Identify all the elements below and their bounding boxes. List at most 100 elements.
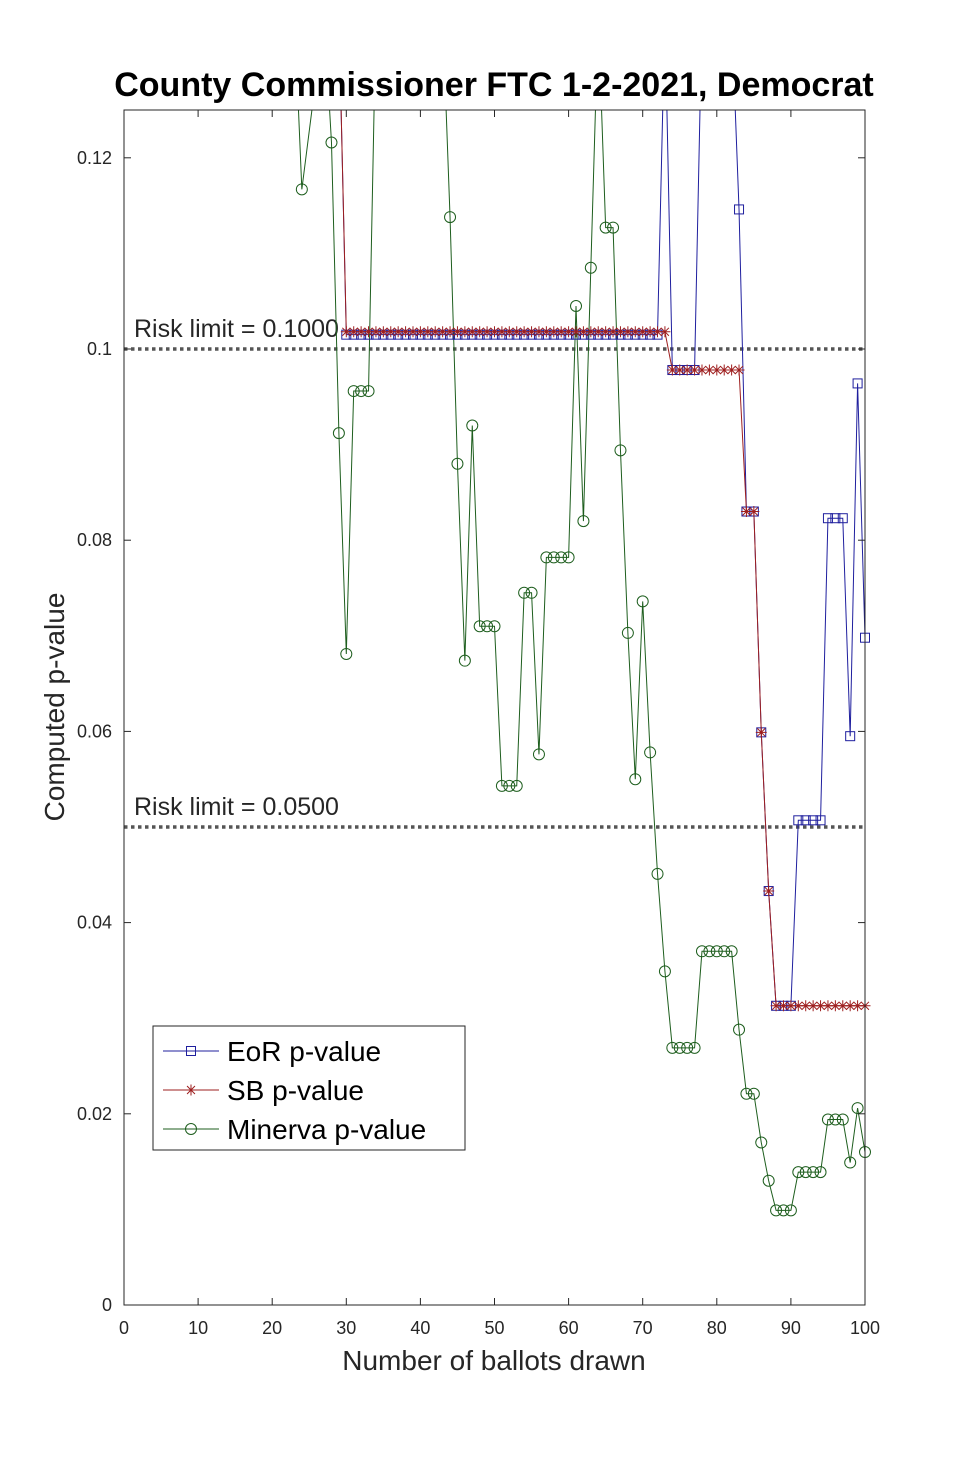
risk-limit-label: Risk limit = 0.1000 <box>134 315 339 343</box>
series-2-point <box>555 326 567 338</box>
legend-marker <box>186 1046 196 1056</box>
series-3-point <box>503 779 516 792</box>
series-2-point <box>763 885 775 897</box>
series-2-point <box>370 326 382 338</box>
series-2-point <box>503 326 515 338</box>
series-2-point <box>489 326 500 338</box>
series-3-point <box>340 647 353 660</box>
legend-items: EoR p-value SB p-value Minerva p-value <box>163 1036 426 1145</box>
series-3-point <box>851 1102 864 1115</box>
series-2-point <box>837 1000 849 1012</box>
series-3-point <box>718 945 731 958</box>
series-3-point <box>807 1166 820 1179</box>
series-3-point <box>347 385 360 398</box>
series-3-point <box>658 965 671 978</box>
y-tick-label: 0.04 <box>77 913 112 933</box>
series-3-point <box>644 746 657 759</box>
y-tick-label: 0.1 <box>87 339 112 359</box>
series-3-point <box>325 136 338 149</box>
series-2-point <box>785 1000 797 1012</box>
series-2-point <box>652 326 664 338</box>
series-3-point <box>458 654 471 667</box>
series-2-point <box>540 326 552 338</box>
legend-label: SB p-value <box>227 1075 364 1106</box>
series-3-point <box>710 945 723 958</box>
series-2-point <box>792 1000 804 1012</box>
series-3-point <box>836 1113 849 1126</box>
series-3-point <box>725 945 738 958</box>
y-tick-label: 0.08 <box>77 530 112 550</box>
x-tick-label: 50 <box>484 1318 504 1338</box>
series-3-point <box>584 261 597 274</box>
series-3-point <box>681 1041 694 1054</box>
risk-limit-label: Risk limit = 0.0500 <box>134 793 339 821</box>
series-1-point <box>837 513 848 524</box>
series-3-point <box>784 1204 797 1217</box>
x-tick-label: 70 <box>633 1318 653 1338</box>
series-2-point <box>755 726 767 738</box>
series-2-point <box>385 326 397 338</box>
series-3-point <box>444 211 457 224</box>
series-1-point <box>822 513 833 524</box>
series-2-point <box>481 326 493 338</box>
chart-title: County Commissioner FTC 1-2-2021, Democr… <box>114 66 874 104</box>
x-tick-label: 60 <box>559 1318 579 1338</box>
risk-limit-layer: Risk limit = 0.1000 Risk limit = 0.0500 <box>124 315 865 829</box>
series-2-point <box>414 326 426 338</box>
series-1-point <box>793 815 804 826</box>
series-1-point <box>808 815 819 826</box>
series-3-point <box>666 1041 679 1054</box>
series-3-point <box>770 1204 783 1217</box>
series-2-point <box>533 326 545 338</box>
x-tick-label: 10 <box>188 1318 208 1338</box>
series-2-point <box>548 326 560 338</box>
y-tick-label: 0 <box>102 1295 112 1315</box>
series-3-point <box>473 620 486 633</box>
y-tick-label: 0.12 <box>77 148 112 168</box>
series-3-point <box>844 1156 857 1169</box>
x-axis-label: Number of ballots drawn <box>342 1345 645 1376</box>
series-3-point <box>829 1113 842 1126</box>
x-tick-label: 20 <box>262 1318 282 1338</box>
series-2-point <box>518 326 530 338</box>
series-2-point <box>496 326 508 338</box>
series-2-point <box>459 326 471 338</box>
x-tick-label: 90 <box>781 1318 801 1338</box>
series-3-point <box>814 1166 827 1179</box>
tick-layer: 0 10 20 30 40 50 60 70 80 90 100 0 0.02 0.04 0.06 0.08 0… <box>77 110 880 1338</box>
series-1-point <box>815 815 826 826</box>
y-axis-label: Computed p-value <box>39 593 70 822</box>
series-2-point <box>689 364 701 376</box>
series-3-point <box>821 1113 834 1126</box>
series-3-point <box>629 773 642 786</box>
series-2-point <box>407 326 419 338</box>
series-2-point <box>377 326 389 338</box>
series-1-point <box>734 204 745 215</box>
series-2-point <box>592 326 604 338</box>
series-3-point <box>466 419 479 432</box>
series-3-point <box>636 595 649 608</box>
legend-label: EoR p-value <box>227 1036 381 1067</box>
series-2-point <box>577 326 589 338</box>
series-2-point <box>807 1000 819 1012</box>
series-2-point <box>340 326 352 338</box>
series-3-point <box>747 1087 760 1100</box>
series-3-point <box>488 620 501 633</box>
series-2-point <box>770 1000 782 1012</box>
series-2-point <box>748 506 760 518</box>
legend-marker <box>185 1084 197 1096</box>
series-3-point <box>792 1166 805 1179</box>
series-2-point <box>348 326 360 338</box>
series-3-point <box>733 1023 746 1036</box>
series-2-point <box>466 326 478 338</box>
series-2-point <box>740 506 752 518</box>
series-1-point <box>845 731 856 742</box>
series-3-point <box>577 515 590 528</box>
series-2-point <box>666 364 678 376</box>
series-3-point <box>607 221 620 234</box>
series-2-point <box>829 1000 841 1012</box>
series-2-point <box>733 364 745 376</box>
series-2-point <box>777 1000 789 1012</box>
